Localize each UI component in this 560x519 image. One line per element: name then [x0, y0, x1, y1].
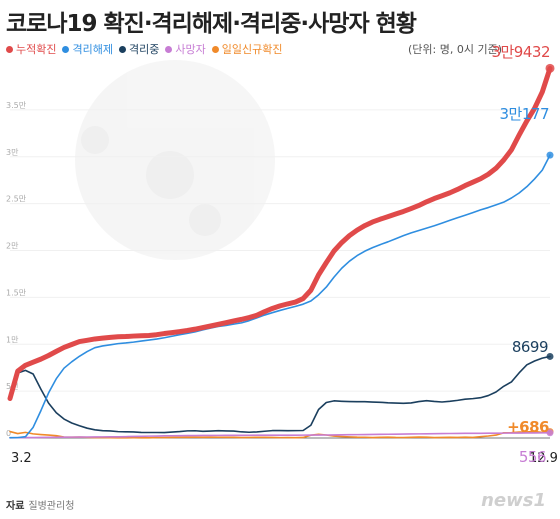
- source-text: 질병관리청: [28, 501, 75, 512]
- series-line-released: [9, 154, 551, 439]
- x-tick-end: 12.9: [529, 451, 558, 466]
- legend-label: 사망자: [175, 43, 206, 56]
- y-tick-label: 3.5만: [6, 101, 27, 110]
- legend-dot-icon: [118, 45, 126, 53]
- legend-label: 누적확진: [16, 43, 57, 56]
- y-tick-label: 1만: [6, 335, 19, 344]
- end-label-deaths: 556: [519, 448, 546, 466]
- legend-label: 일일신규확진: [221, 43, 283, 56]
- end-label-released: 3만177: [500, 105, 549, 123]
- end-point-isolated: [546, 352, 554, 360]
- series-line-deaths: [9, 431, 551, 439]
- y-tick-label: 0: [6, 429, 11, 438]
- legend-item-isolated: 격리중: [118, 41, 160, 57]
- legend-dot-icon: [6, 45, 13, 53]
- y-tick-label: 2만: [6, 242, 19, 251]
- legend-dot-icon: [62, 45, 70, 53]
- end-label-isolated: 8699: [512, 338, 548, 356]
- legend-label: 격리중: [128, 43, 160, 56]
- source-label: 자료: [6, 501, 25, 512]
- legend-item-deaths: 사망자: [165, 41, 206, 57]
- end-point-confirmed: [545, 63, 555, 73]
- legend-label: 격리해제: [72, 43, 113, 56]
- legend-item-released: 격리해제: [62, 41, 113, 57]
- series-line-isolated: [9, 355, 551, 434]
- legend-item-daily-new: 일일신규확진: [211, 41, 283, 57]
- x-tick-start: 3.2: [11, 451, 32, 466]
- legend-item-confirmed: 누적확진: [6, 41, 56, 57]
- end-label-daily_new: +686: [507, 418, 549, 436]
- legend-dot-icon: [211, 45, 219, 53]
- series-line-confirmed: [7, 65, 553, 402]
- unit-note: (단위: 명, 0시 기준): [408, 43, 502, 56]
- end-label-confirmed: 3만9432: [491, 43, 550, 61]
- virus-decoration-icon: [75, 60, 275, 260]
- y-tick-label: 3만: [6, 148, 19, 157]
- source-row: 자료 질병관리청: [6, 497, 74, 512]
- y-tick-label: 1.5만: [6, 288, 27, 297]
- chart-title: 코로나19 확진·격리해제·격리중·사망자 현황: [6, 11, 417, 37]
- news-logo: news1: [481, 490, 546, 511]
- end-point-released: [546, 151, 554, 159]
- y-tick-label: 2.5만: [6, 195, 27, 204]
- end-point-deaths: [546, 429, 554, 437]
- legend: 누적확진 격리해제 격리중 사망자 일일신규확진: [6, 40, 282, 58]
- legend-dot-icon: [165, 45, 173, 53]
